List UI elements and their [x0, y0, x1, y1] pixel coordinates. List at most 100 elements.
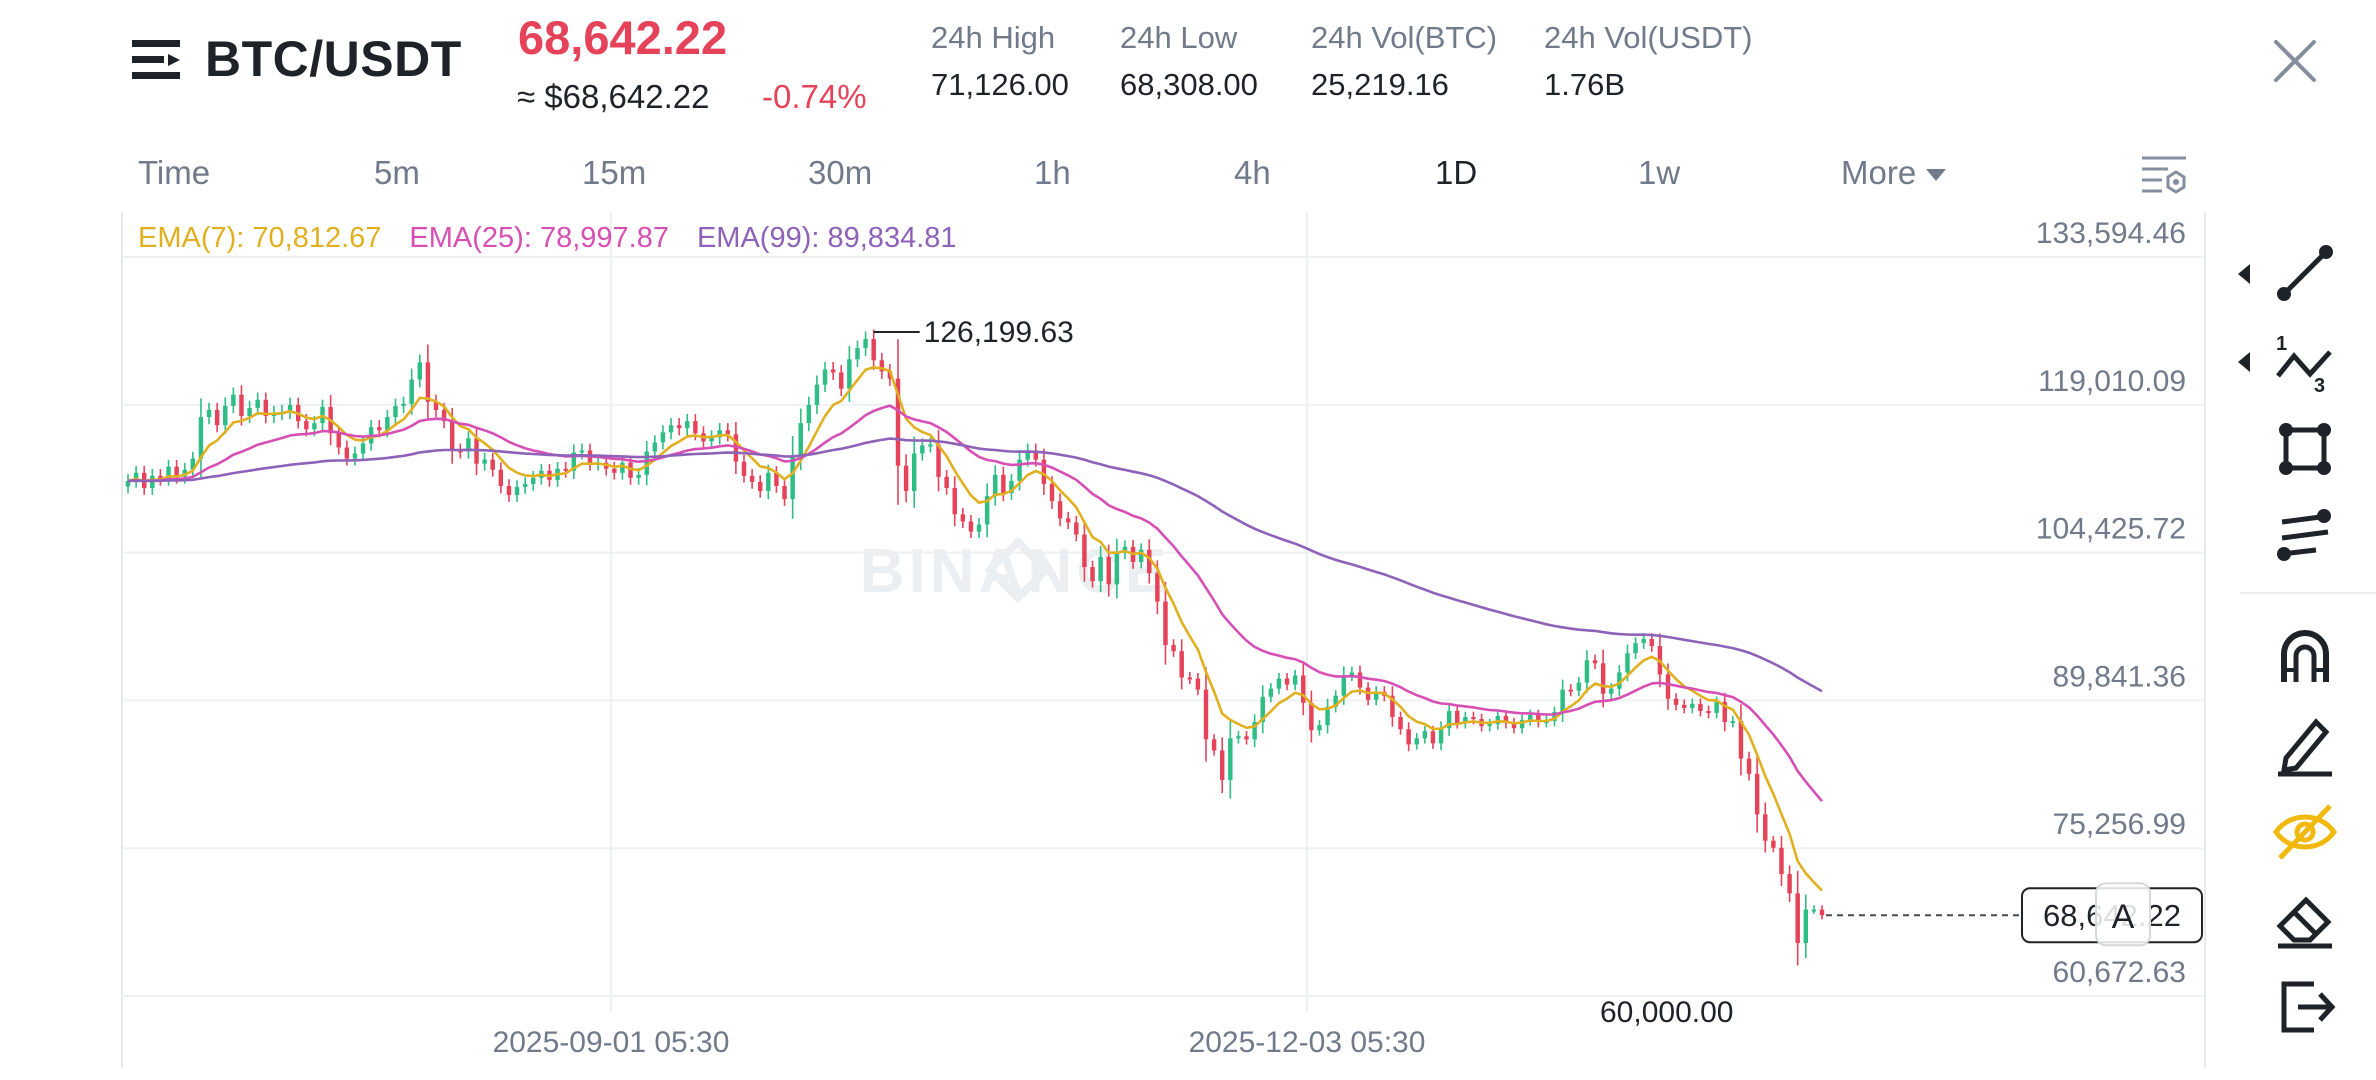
candle-body: [968, 521, 974, 532]
candle-body: [1033, 450, 1039, 460]
tf-1h[interactable]: 1h: [1034, 154, 1071, 191]
y-tick-label: 75,256.99: [2053, 808, 2186, 841]
candle-body: [1463, 717, 1468, 724]
eraser-icon[interactable]: [2270, 882, 2340, 952]
tf-15m[interactable]: 15m: [582, 154, 647, 191]
candle-body: [782, 485, 787, 500]
candle-body: [928, 444, 933, 447]
watermark-logo-icon: [984, 536, 1052, 604]
candle-body: [709, 437, 714, 442]
candle-body: [1446, 710, 1452, 729]
candle-body: [887, 371, 893, 379]
y-tick-label: 133,594.46: [2036, 217, 2186, 250]
tf-more[interactable]: More: [1841, 154, 1947, 192]
pair-title[interactable]: BTC/USDT: [205, 31, 462, 87]
candle-body: [1511, 723, 1517, 729]
y-tick-label: 119,010.09: [2038, 365, 2186, 398]
candle-body: [1325, 706, 1330, 726]
candle-body: [1049, 483, 1055, 502]
candle-body: [1609, 688, 1614, 694]
candle-body: [1819, 909, 1825, 916]
candle-body: [223, 405, 228, 426]
exit-drawing-icon[interactable]: [2270, 970, 2340, 1040]
candle-body: [1487, 724, 1492, 727]
candle-body: [944, 476, 949, 489]
label-layer: 133,594.46 119,010.09 104,425.72 89,841.36 7…: [493, 217, 2203, 1059]
pencil-icon[interactable]: [2270, 708, 2340, 778]
ema-legend: EMA(7): 70,812.67 EMA(25): 78,997.87 EMA(9…: [138, 222, 985, 255]
candle-body: [1074, 522, 1079, 535]
chart-svg[interactable]: BINANCE 133,594.46119,010.09104,425.7289…: [0, 212, 2206, 1068]
candle-body: [871, 339, 876, 361]
close-icon[interactable]: [2272, 38, 2318, 84]
crosshair-toggle-button[interactable]: [2095, 882, 2151, 947]
ema7-line: [127, 365, 1823, 892]
low-price-label: 60,000.00: [1600, 996, 1733, 1029]
candle-body: [1373, 691, 1379, 700]
candle-body: [774, 472, 779, 486]
candle-body: [158, 475, 163, 479]
tf-1w[interactable]: 1w: [1638, 154, 1681, 191]
candle-body: [449, 421, 455, 451]
candle-body: [458, 450, 463, 453]
hide-drawings-icon[interactable]: [2270, 796, 2340, 866]
tf-30m[interactable]: 30m: [808, 154, 873, 191]
candle-body: [255, 399, 260, 408]
candle-body: [166, 466, 171, 479]
candle-body: [1025, 450, 1030, 460]
parallel-lines-icon[interactable]: [2270, 500, 2340, 570]
candle-body: [198, 417, 204, 459]
candle-body: [1568, 689, 1573, 692]
candle-body: [125, 480, 131, 487]
candle-body: [725, 430, 731, 435]
candle-body: [1171, 645, 1176, 652]
tf-5m[interactable]: 5m: [374, 154, 420, 191]
candle-body: [676, 425, 682, 429]
candle-body: [1795, 893, 1800, 944]
candle-body: [1244, 736, 1249, 740]
candle-body: [1057, 501, 1063, 519]
toolbar-divider: [2240, 592, 2376, 594]
candle-body: [206, 409, 212, 418]
magnet-icon[interactable]: [2270, 620, 2340, 690]
candle-body: [312, 423, 317, 430]
candle-body: [936, 444, 941, 477]
trendline-icon[interactable]: [2270, 238, 2340, 308]
candle-body: [239, 394, 244, 417]
candlestick-chart[interactable]: BINANCE 133,594.46 119,010.09 104,425.72 89…: [0, 212, 2206, 1068]
expand-caret-icon[interactable]: [2238, 352, 2250, 372]
candle-body: [498, 469, 504, 486]
candle-body: [1527, 715, 1533, 721]
tf-4h[interactable]: 4h: [1234, 154, 1271, 191]
menu-icon[interactable]: [130, 36, 182, 84]
candle-body: [433, 401, 439, 410]
candle-body: [1268, 688, 1274, 697]
fibonacci-icon[interactable]: 1 3: [2270, 326, 2340, 396]
candle-body: [1763, 814, 1768, 841]
candle-body: [652, 442, 658, 452]
candle-body: [1187, 677, 1193, 680]
candle-body: [133, 472, 139, 481]
candle-body: [1681, 704, 1687, 708]
high-price-label: 126,199.63: [924, 316, 1074, 349]
candle-body: [393, 405, 398, 418]
stat-24h-high-value: 71,126.00: [931, 67, 1069, 102]
candle-body: [1673, 698, 1679, 705]
expand-caret-icon[interactable]: [2238, 264, 2250, 284]
candle-body: [1284, 678, 1290, 685]
candle-body: [1414, 738, 1419, 745]
candle-body: [1211, 739, 1217, 751]
drawing-toolbar: 1 3: [2210, 230, 2376, 1050]
tf-time[interactable]: Time: [138, 154, 211, 191]
candle-body: [571, 452, 577, 471]
ema25-label: EMA(25): 78,997.87: [409, 222, 669, 254]
chart-settings-icon[interactable]: [2140, 152, 2188, 200]
candle-body: [409, 379, 414, 404]
candle-body: [401, 403, 406, 406]
candle-body: [1779, 847, 1784, 875]
candle-body: [522, 483, 528, 487]
candle-body: [636, 474, 641, 478]
stat-24h-vol-btc-value: 25,219.16: [1311, 67, 1449, 102]
rectangle-shape-icon[interactable]: [2270, 414, 2340, 484]
tf-1d[interactable]: 1D: [1435, 154, 1478, 191]
